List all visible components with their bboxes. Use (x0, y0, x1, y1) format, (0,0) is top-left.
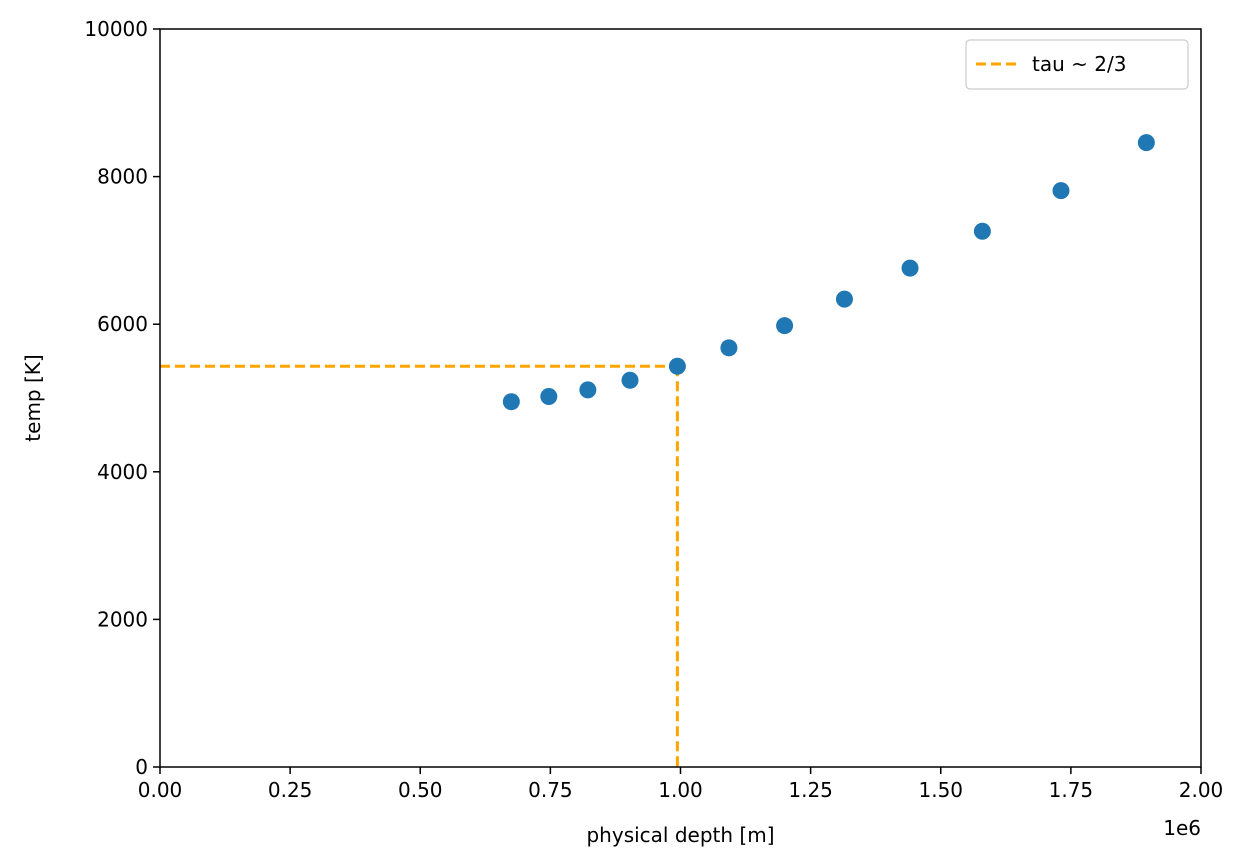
x-tick-label: 0.25 (268, 778, 313, 802)
data-point (540, 388, 558, 406)
x-tick-label: 0.50 (398, 778, 443, 802)
data-point (668, 357, 686, 375)
y-tick-label: 2000 (97, 607, 148, 631)
data-point (579, 381, 597, 399)
data-point (621, 371, 639, 389)
x-tick-label: 0.00 (138, 778, 183, 802)
x-tick-label: 0.75 (528, 778, 573, 802)
x-tick-label: 1.75 (1049, 778, 1094, 802)
data-point (973, 222, 991, 240)
legend-box (965, 39, 1189, 90)
x-axis-ticks: 0.00 0.25 0.50 0.75 1.00 1.25 1.50 1.75 2.00 (138, 767, 1224, 802)
x-tick-label: 1.00 (658, 778, 703, 802)
x-tick-label: 2.00 (1179, 778, 1224, 802)
y-tick-label: 10000 (84, 17, 148, 41)
x-tick-label: 1.50 (918, 778, 963, 802)
x-axis-offset-label: 1e6 (1163, 816, 1201, 840)
y-tick-label: 0 (135, 755, 148, 779)
plot-marks (160, 134, 1155, 767)
data-point (1137, 134, 1155, 152)
y-axis-label: temp [K] (21, 354, 45, 441)
data-point (901, 259, 919, 277)
data-point (776, 317, 794, 335)
data-point (502, 393, 520, 411)
y-tick-label: 6000 (97, 312, 148, 336)
y-axis-ticks: 0 2000 4000 6000 8000 10000 (84, 17, 160, 779)
data-point (1052, 182, 1070, 200)
legend: tau ~ 2/3 (965, 39, 1189, 90)
y-tick-label: 4000 (97, 460, 148, 484)
legend-entry-tau: tau ~ 2/3 (1032, 52, 1126, 76)
x-tick-label: 1.25 (788, 778, 833, 802)
x-axis-label: physical depth [m] (586, 823, 774, 847)
y-tick-label: 8000 (97, 165, 148, 189)
data-point (720, 339, 738, 357)
data-point (835, 290, 853, 308)
